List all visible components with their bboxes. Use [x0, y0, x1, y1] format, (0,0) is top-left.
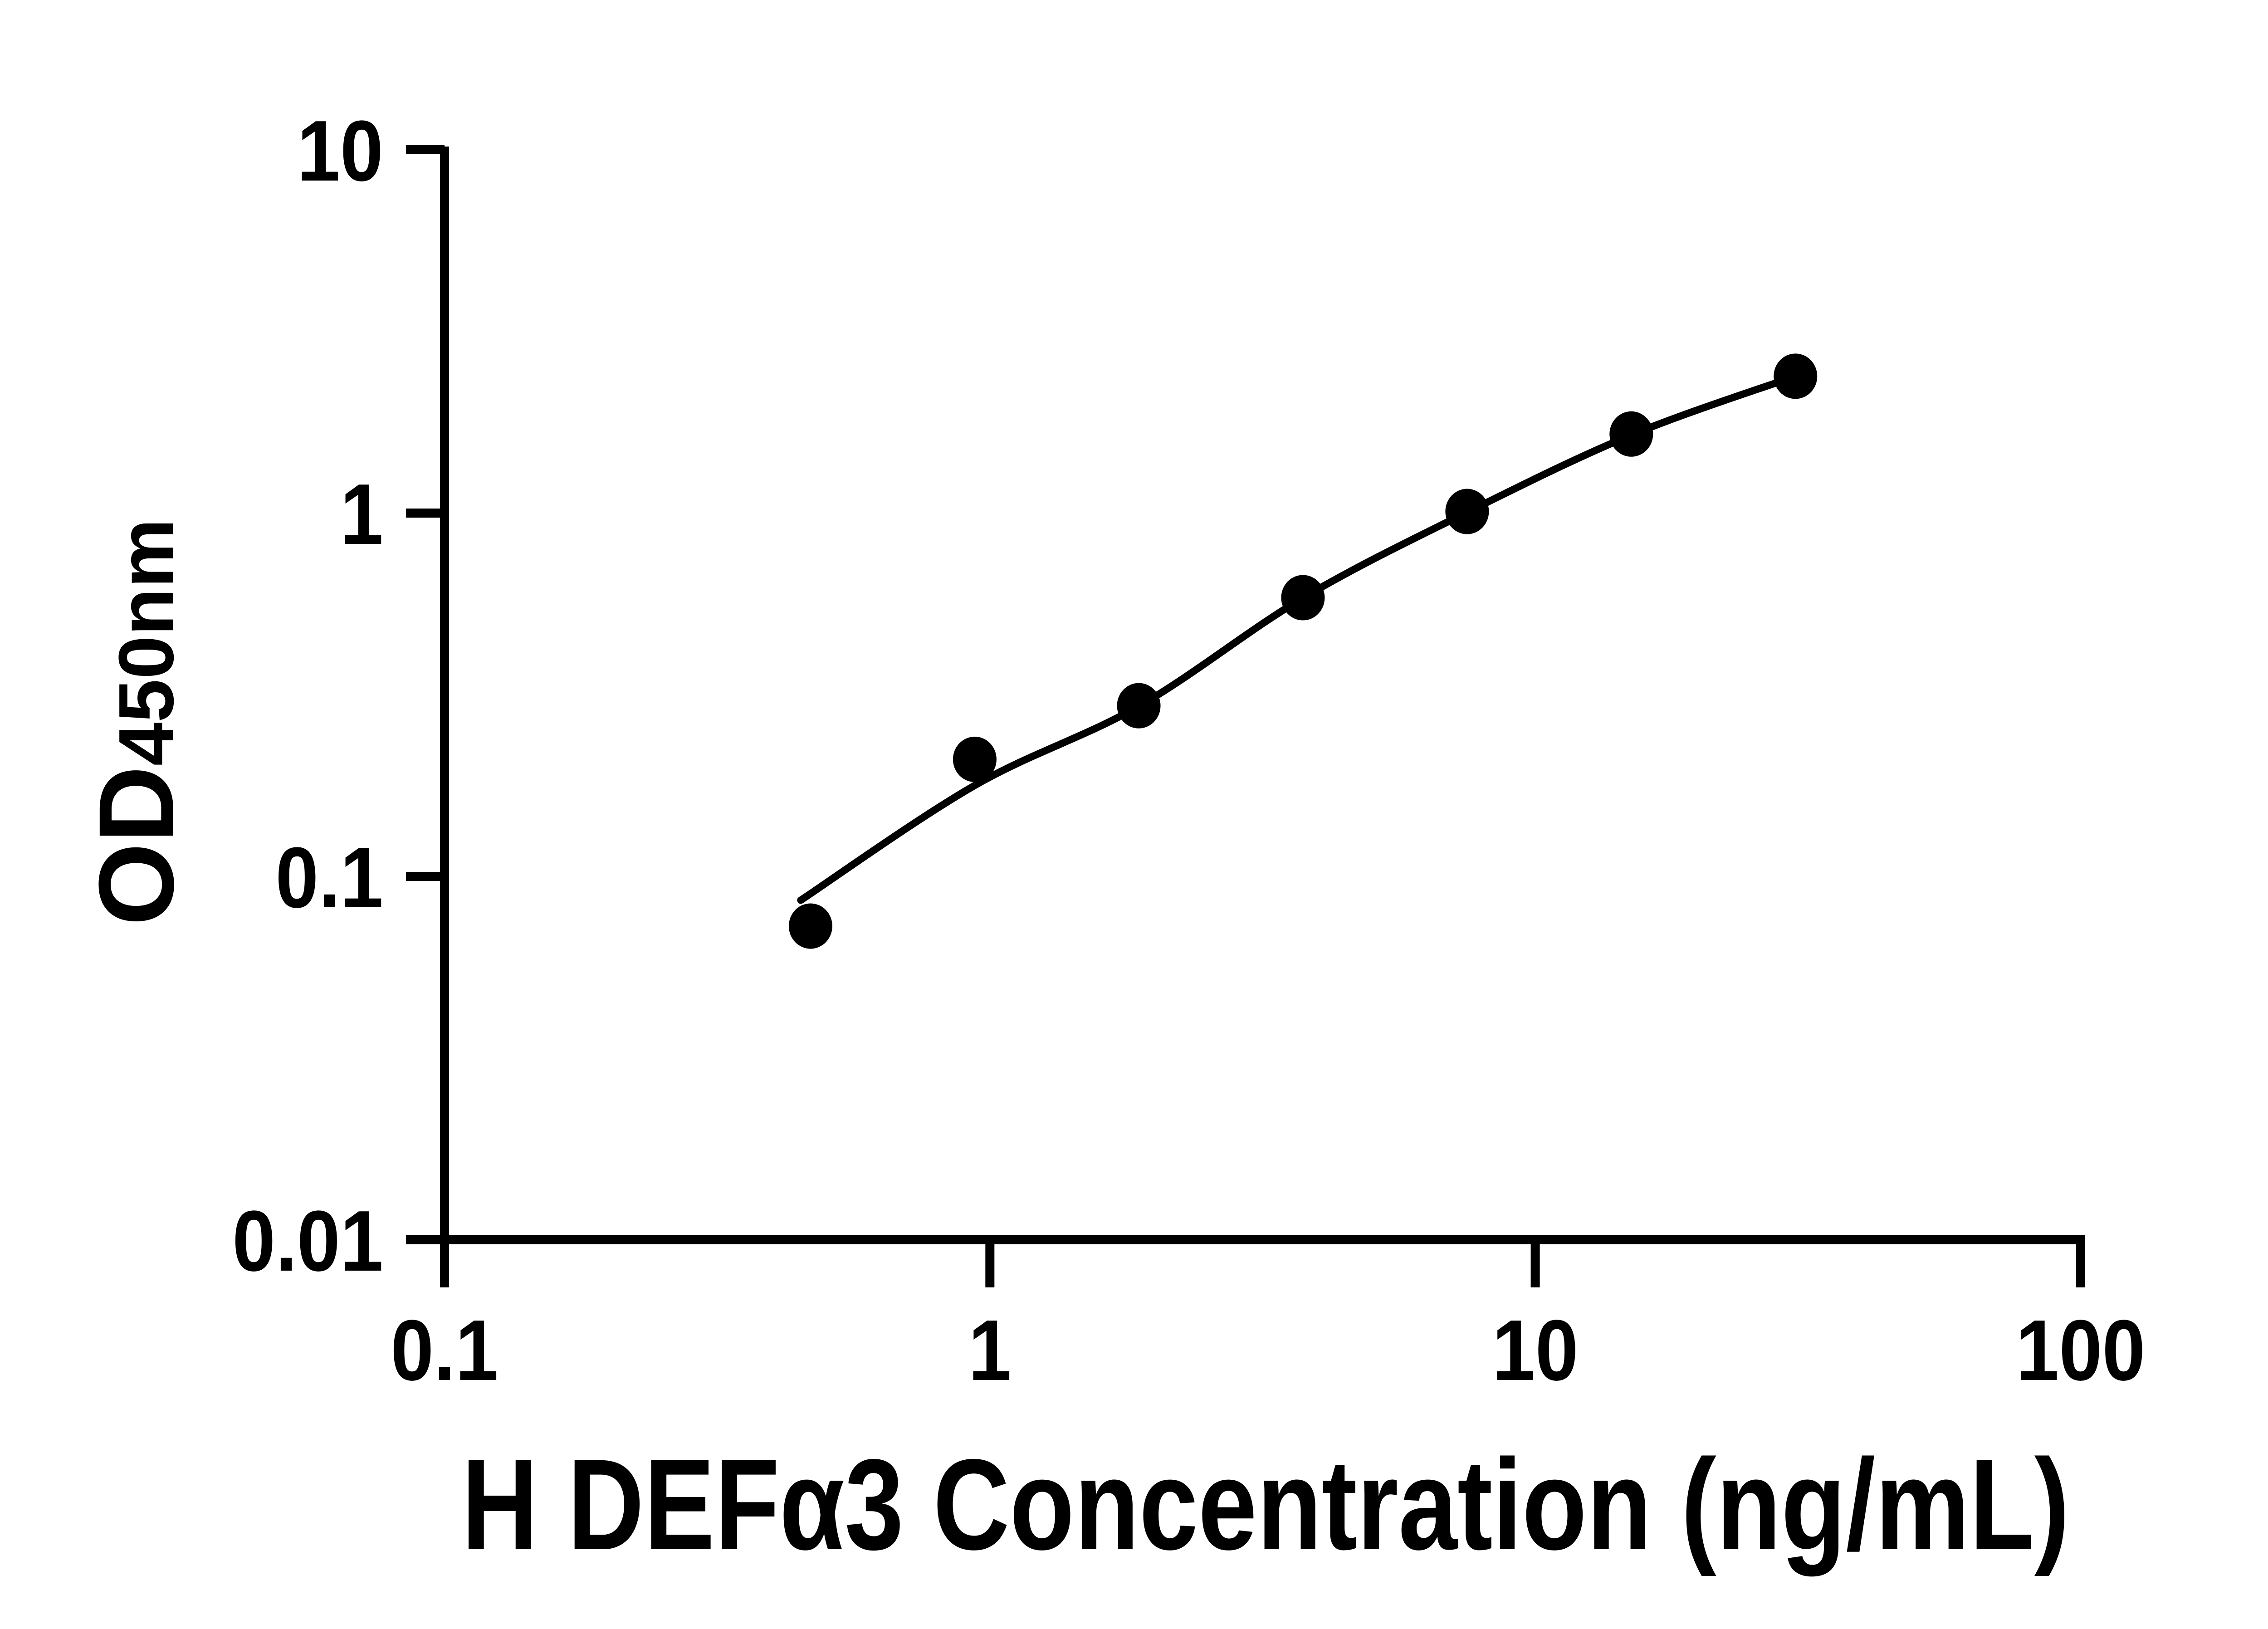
data-point — [1445, 489, 1489, 534]
y-tick-label: 0.01 — [232, 1193, 383, 1289]
data-point — [1774, 353, 1818, 399]
x-axis-title: H DEFα3 Concentration (ng/mL) — [461, 1433, 2070, 1577]
y-axis-title-main: OD — [76, 766, 196, 926]
data-point — [788, 903, 832, 949]
x-tick-label: 0.1 — [391, 1302, 499, 1399]
y-axis-title-subscript: 450nm — [103, 519, 190, 766]
x-tick-label: 1 — [968, 1302, 1012, 1399]
y-tick-label: 1 — [340, 466, 383, 563]
y-axis-title: OD450nm — [77, 519, 196, 925]
fit-curve — [797, 372, 1799, 904]
data-point — [953, 736, 997, 782]
data-point — [1117, 683, 1161, 729]
x-tick-label: 10 — [1492, 1302, 1578, 1399]
x-tick-label: 100 — [2016, 1302, 2145, 1399]
y-tick-label: 10 — [297, 103, 383, 199]
y-tick-label: 0.1 — [275, 830, 383, 926]
data-point — [1609, 411, 1653, 457]
data-point — [1281, 575, 1325, 621]
